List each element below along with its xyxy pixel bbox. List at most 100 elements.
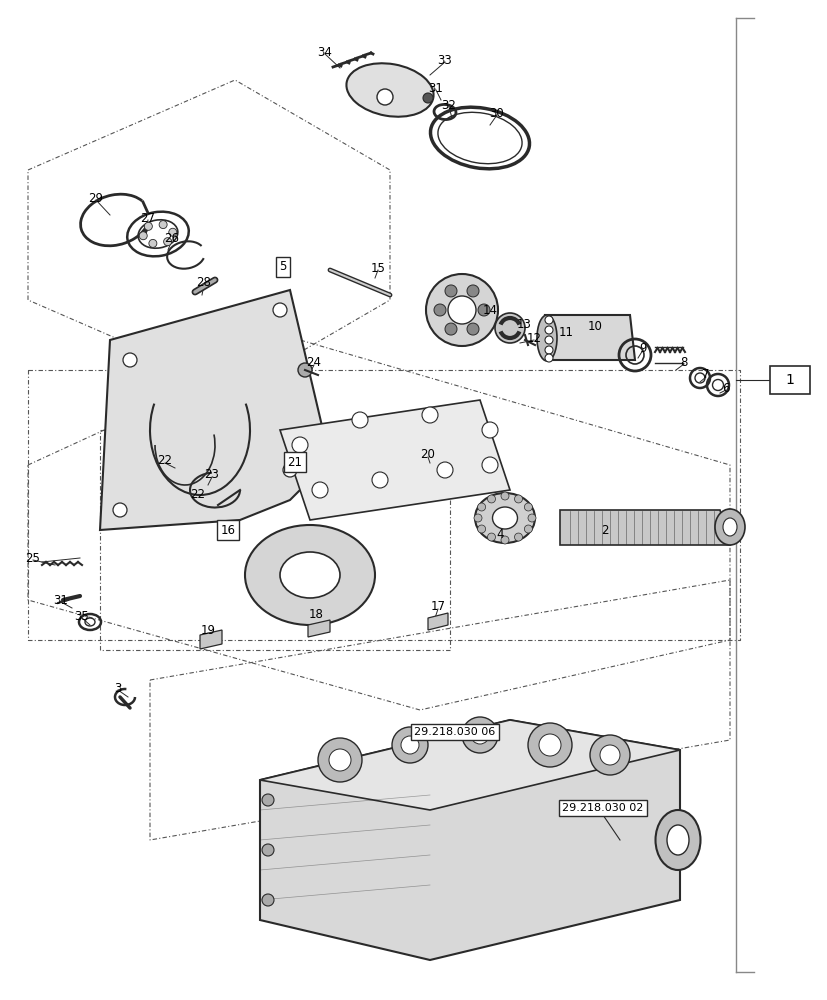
Text: 13: 13 bbox=[516, 318, 531, 332]
Text: 25: 25 bbox=[26, 552, 41, 564]
Text: 9: 9 bbox=[638, 342, 646, 355]
Text: 5: 5 bbox=[279, 260, 286, 273]
Circle shape bbox=[600, 745, 619, 765]
Circle shape bbox=[487, 495, 495, 503]
Circle shape bbox=[544, 336, 552, 344]
Circle shape bbox=[500, 536, 509, 544]
Text: 18: 18 bbox=[308, 607, 323, 620]
Ellipse shape bbox=[537, 315, 557, 361]
Circle shape bbox=[112, 503, 127, 517]
Circle shape bbox=[139, 232, 147, 240]
Text: 15: 15 bbox=[370, 261, 385, 274]
Circle shape bbox=[298, 363, 312, 377]
Circle shape bbox=[371, 472, 388, 488]
Circle shape bbox=[328, 749, 351, 771]
Text: 10: 10 bbox=[587, 320, 602, 332]
Circle shape bbox=[261, 794, 274, 806]
Circle shape bbox=[433, 304, 446, 316]
Text: 12: 12 bbox=[526, 332, 541, 344]
Ellipse shape bbox=[346, 63, 433, 117]
Circle shape bbox=[528, 723, 571, 767]
Text: 19: 19 bbox=[200, 624, 215, 638]
Text: 31: 31 bbox=[428, 82, 443, 95]
Text: 29: 29 bbox=[88, 192, 103, 205]
Text: 2: 2 bbox=[600, 524, 608, 536]
Text: 14: 14 bbox=[482, 304, 497, 316]
Circle shape bbox=[481, 457, 497, 473]
Circle shape bbox=[292, 437, 308, 453]
Circle shape bbox=[261, 894, 274, 906]
Polygon shape bbox=[260, 720, 679, 960]
Circle shape bbox=[159, 221, 167, 229]
Polygon shape bbox=[544, 315, 634, 360]
Circle shape bbox=[283, 463, 297, 477]
Text: 29.218.030 06: 29.218.030 06 bbox=[414, 727, 495, 737]
Circle shape bbox=[471, 726, 489, 744]
FancyBboxPatch shape bbox=[769, 366, 809, 394]
Circle shape bbox=[422, 407, 437, 423]
Circle shape bbox=[523, 525, 532, 533]
Circle shape bbox=[544, 316, 552, 324]
Circle shape bbox=[528, 514, 535, 522]
Ellipse shape bbox=[722, 518, 736, 536]
Text: 35: 35 bbox=[74, 609, 89, 622]
Text: 33: 33 bbox=[437, 54, 452, 67]
Circle shape bbox=[473, 514, 481, 522]
Circle shape bbox=[169, 228, 176, 236]
Circle shape bbox=[481, 422, 497, 438]
Ellipse shape bbox=[447, 296, 476, 324]
Circle shape bbox=[466, 285, 479, 297]
Text: 4: 4 bbox=[495, 528, 503, 542]
Text: 34: 34 bbox=[318, 46, 332, 59]
Ellipse shape bbox=[425, 274, 497, 346]
Text: 7: 7 bbox=[701, 368, 709, 381]
Text: 23: 23 bbox=[204, 468, 219, 482]
Circle shape bbox=[477, 304, 490, 316]
Circle shape bbox=[544, 326, 552, 334]
Circle shape bbox=[423, 93, 433, 103]
Circle shape bbox=[487, 533, 495, 541]
Circle shape bbox=[500, 492, 509, 500]
Circle shape bbox=[461, 717, 497, 753]
Text: 32: 32 bbox=[441, 99, 456, 112]
Polygon shape bbox=[280, 400, 509, 520]
Circle shape bbox=[164, 238, 171, 246]
Text: 22: 22 bbox=[157, 454, 172, 468]
Ellipse shape bbox=[715, 509, 744, 545]
Text: 31: 31 bbox=[54, 593, 69, 606]
Text: 20: 20 bbox=[420, 448, 435, 462]
Ellipse shape bbox=[495, 313, 524, 343]
Text: 6: 6 bbox=[721, 381, 729, 394]
Text: 1: 1 bbox=[785, 373, 793, 387]
Circle shape bbox=[391, 727, 428, 763]
Text: 17: 17 bbox=[430, 600, 445, 613]
Circle shape bbox=[261, 844, 274, 856]
Circle shape bbox=[149, 239, 156, 247]
Circle shape bbox=[523, 503, 532, 511]
Circle shape bbox=[437, 462, 452, 478]
Circle shape bbox=[273, 303, 287, 317]
Text: 3: 3 bbox=[114, 682, 122, 694]
Ellipse shape bbox=[667, 825, 688, 855]
Circle shape bbox=[538, 734, 561, 756]
Circle shape bbox=[351, 412, 367, 428]
Circle shape bbox=[544, 354, 552, 362]
Circle shape bbox=[312, 482, 327, 498]
Circle shape bbox=[144, 222, 152, 230]
Circle shape bbox=[123, 353, 136, 367]
Circle shape bbox=[590, 735, 629, 775]
Ellipse shape bbox=[475, 493, 534, 543]
Polygon shape bbox=[559, 510, 729, 545]
Polygon shape bbox=[428, 613, 447, 630]
Ellipse shape bbox=[245, 525, 375, 625]
Text: 8: 8 bbox=[680, 356, 687, 368]
Text: 16: 16 bbox=[220, 524, 235, 536]
Circle shape bbox=[400, 736, 418, 754]
Text: 11: 11 bbox=[558, 326, 573, 338]
Circle shape bbox=[466, 323, 479, 335]
Ellipse shape bbox=[655, 810, 700, 870]
Polygon shape bbox=[260, 720, 679, 810]
Circle shape bbox=[444, 285, 457, 297]
Text: 28: 28 bbox=[196, 276, 211, 290]
Circle shape bbox=[514, 495, 522, 503]
